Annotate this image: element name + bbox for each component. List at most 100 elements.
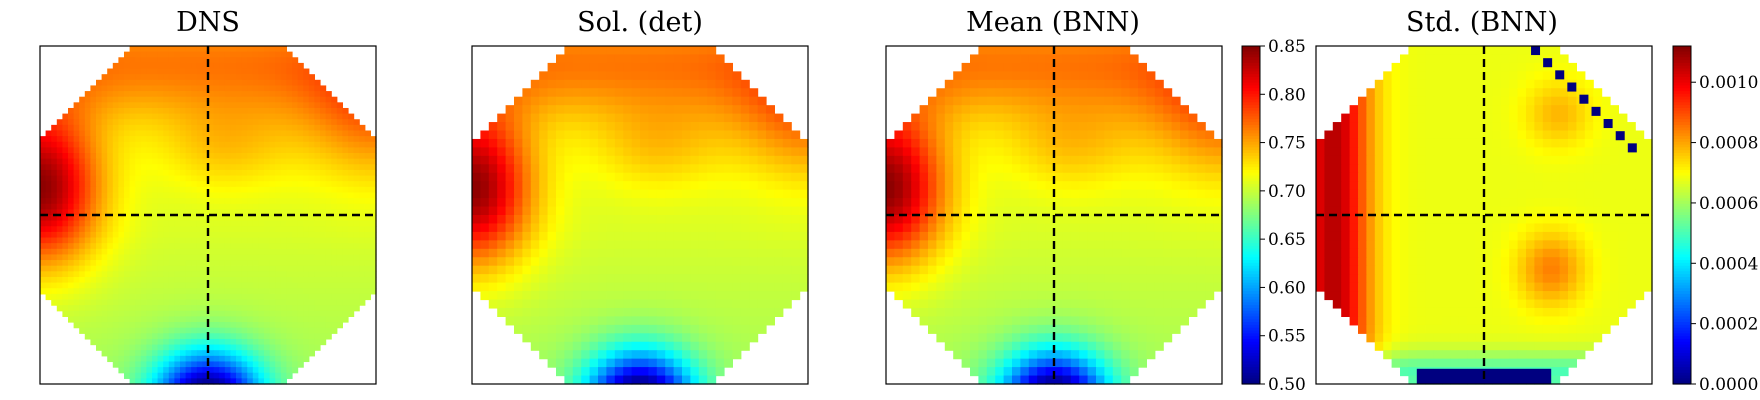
heatmap-cell — [944, 130, 954, 140]
heatmap-cell — [331, 169, 338, 177]
heatmap-cell — [953, 113, 963, 123]
heatmap-cell — [1154, 164, 1164, 174]
heatmap-cell — [124, 243, 131, 250]
heatmap-cell — [556, 130, 565, 140]
heatmap-cell — [673, 282, 683, 292]
heatmap-cell — [320, 169, 327, 177]
heatmap-cell — [40, 164, 47, 171]
heatmap-cell — [1180, 130, 1189, 140]
heatmap-cell — [936, 172, 946, 182]
heatmap-cell — [280, 175, 287, 182]
heatmap-cell — [589, 198, 599, 208]
heatmap-cell — [51, 288, 58, 295]
heatmap-cell — [90, 271, 97, 278]
heatmap-cell — [112, 254, 119, 261]
heatmap-cell — [782, 138, 792, 148]
heatmap-cell — [202, 361, 209, 368]
heatmap-cell — [336, 265, 343, 272]
heatmap-cell — [180, 181, 187, 188]
heatmap-cell — [325, 254, 332, 261]
heatmap-cell — [292, 316, 299, 323]
heatmap-cell — [51, 136, 58, 143]
heatmap-cell — [124, 74, 131, 81]
heatmap-cell — [213, 119, 220, 126]
heatmap-cell — [325, 276, 332, 284]
heatmap-cell — [208, 265, 215, 272]
heatmap-cell — [556, 215, 565, 225]
heatmap-cell — [782, 248, 792, 258]
heatmap-cell — [530, 189, 540, 199]
heatmap-cell — [564, 88, 574, 98]
heatmap-cell — [180, 198, 187, 205]
heatmap-cell — [280, 344, 287, 351]
heatmap-cell — [185, 113, 192, 120]
heatmap-cell — [331, 119, 338, 126]
heatmap-cell — [320, 102, 327, 109]
heatmap-cell — [219, 68, 226, 75]
heatmap-cell — [107, 141, 114, 148]
heatmap-cell — [230, 198, 237, 205]
heatmap-cell — [180, 209, 187, 216]
heatmap-cell — [168, 113, 175, 120]
heatmap-cell — [522, 307, 532, 317]
heatmap-cell — [40, 158, 47, 165]
heatmap-cell — [174, 254, 181, 261]
heatmap-cell — [258, 85, 265, 92]
heatmap-cell — [682, 189, 691, 199]
heatmap-cell — [336, 158, 343, 165]
heatmap-cell — [163, 51, 170, 58]
heatmap-cell — [264, 220, 271, 227]
heatmap-cell — [180, 91, 187, 98]
heatmap-cell — [308, 91, 315, 98]
heatmap-cell — [129, 158, 136, 165]
heatmap-cell — [539, 291, 549, 301]
heatmap-cell — [79, 248, 86, 256]
heatmap-cell — [163, 299, 170, 306]
heatmap-cell — [219, 141, 226, 148]
heatmap-cell — [1112, 189, 1122, 199]
heatmap-cell — [96, 141, 103, 148]
heatmap-cell — [656, 88, 666, 98]
heatmap-cell — [286, 198, 293, 205]
heatmap-cell — [665, 257, 675, 267]
heatmap-cell — [314, 169, 321, 177]
heatmap-cell — [598, 122, 607, 132]
heatmap-cell — [648, 350, 658, 360]
heatmap-cell — [690, 215, 700, 225]
heatmap-cell — [911, 155, 921, 165]
heatmap-cell — [152, 344, 159, 351]
heatmap-cell — [101, 147, 108, 154]
heatmap-cell — [1154, 105, 1164, 115]
heatmap-cell — [614, 316, 624, 326]
heatmap-cell — [152, 74, 159, 81]
heatmap-cell — [269, 248, 276, 256]
heatmap-cell — [135, 192, 142, 199]
heatmap-cell — [480, 206, 490, 216]
heatmap-cell — [514, 113, 523, 123]
heatmap-cell — [51, 226, 58, 233]
heatmap-cell — [157, 378, 164, 385]
heatmap-cell — [107, 153, 114, 160]
heatmap-cell — [1062, 147, 1072, 157]
heatmap-cell — [180, 175, 187, 182]
heatmap-cell — [623, 341, 633, 351]
heatmap-cell — [196, 355, 203, 363]
heatmap-cell — [698, 299, 708, 309]
heatmap-cell — [180, 136, 187, 143]
heatmap-cell — [152, 192, 159, 199]
heatmap-cell — [157, 254, 164, 261]
heatmap-cell — [623, 172, 633, 182]
heatmap-cell — [480, 215, 490, 225]
heatmap-cell — [96, 91, 103, 98]
heatmap-cell — [724, 88, 733, 98]
heatmap-cell — [264, 198, 271, 205]
heatmap-cell — [606, 274, 616, 284]
heatmap-cell — [56, 260, 63, 267]
heatmap-cell — [68, 153, 75, 160]
heatmap-cell — [96, 85, 103, 92]
heatmap-cell — [292, 96, 299, 103]
heatmap-cell — [297, 310, 304, 317]
heatmap-cell — [325, 299, 332, 306]
heatmap-cell — [648, 333, 658, 343]
heatmap-cell — [213, 282, 220, 289]
